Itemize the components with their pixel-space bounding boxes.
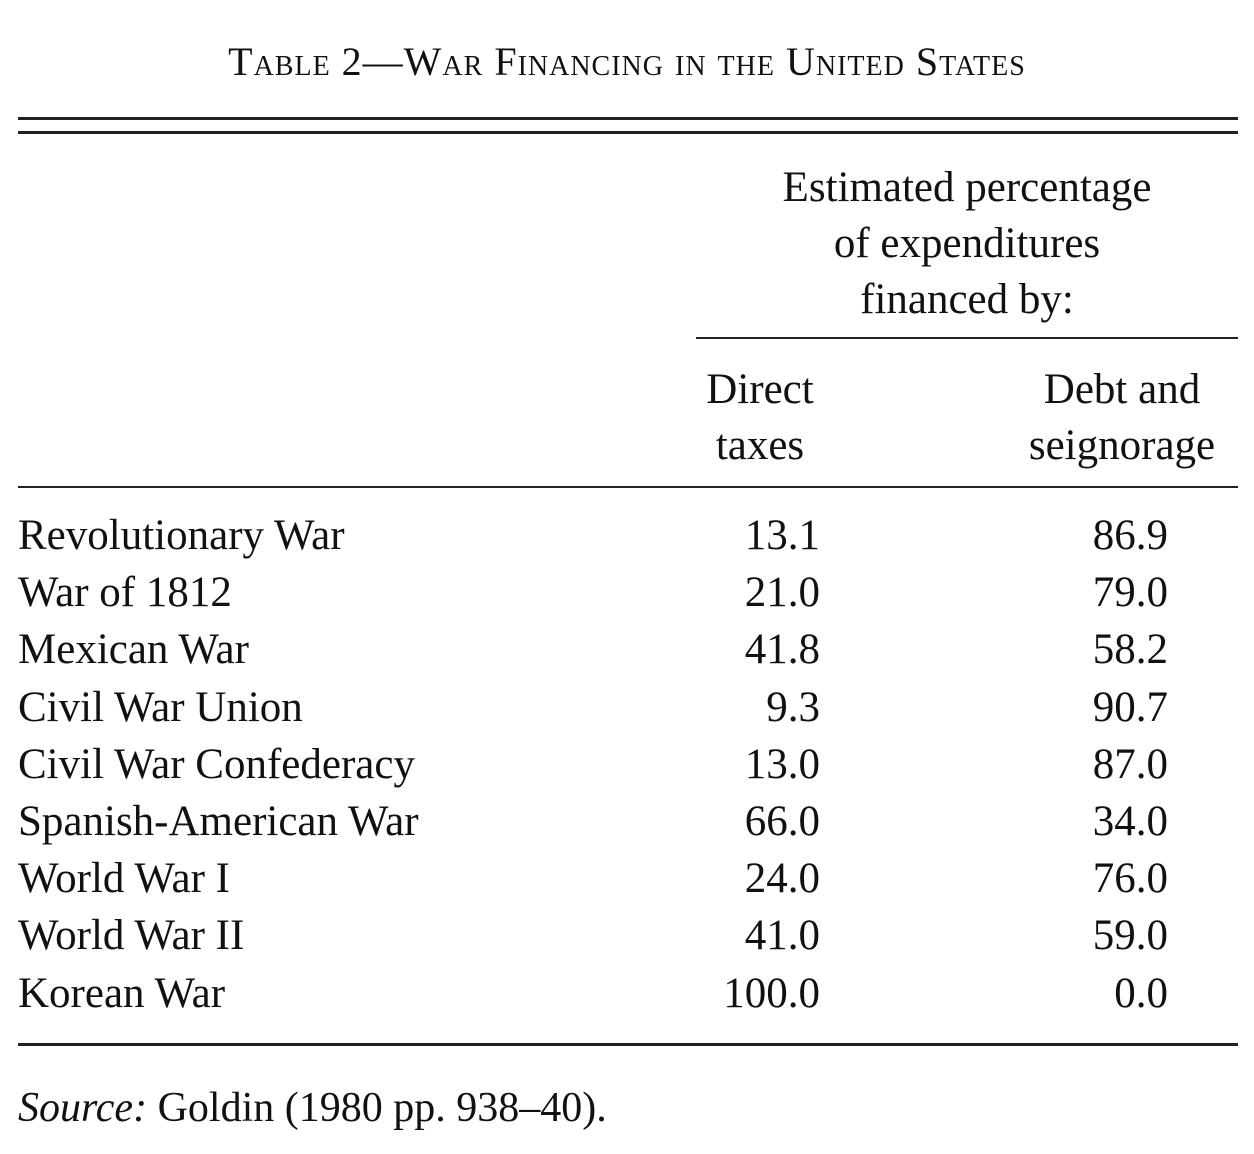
debt-seignorage-value: 0.0 [1114,969,1168,1017]
row-label: War of 1812 [18,569,232,617]
source-note: Source: Goldin (1980 pp. 938–40). [18,1080,607,1136]
bottom-rule [18,1043,1238,1046]
direct-taxes-value: 100.0 [723,969,820,1017]
table-title: Table 2—War Financing in the United Stat… [228,39,1026,84]
row-label: Spanish-American War [18,797,419,845]
table-row: Spanish-American War 66.0 34.0 [18,793,1238,850]
group-header-line: Estimated percentage [782,164,1152,211]
table-row: Mexican War 41.8 58.2 [18,621,1238,678]
debt-seignorage-value: 79.0 [1092,569,1168,617]
table-row: War of 1812 21.0 79.0 [18,564,1238,621]
table-row: Civil War Union 9.3 90.7 [18,679,1238,736]
row-label: Mexican War [18,626,249,674]
direct-taxes-value: 9.3 [766,683,820,731]
column-header-line: Debt and [1043,366,1201,413]
row-label: Civil War Confederacy [18,740,415,788]
table-row: World War II 41.0 59.0 [18,907,1238,964]
direct-taxes-value: 41.8 [744,626,820,674]
direct-taxes-value: 66.0 [744,797,820,845]
top-rule-upper [18,117,1238,120]
group-header-line: financed by: [860,276,1074,323]
direct-taxes-value: 24.0 [744,855,820,903]
direct-taxes-value: 13.0 [744,740,820,788]
column-header-direct-taxes: Direct taxes [680,362,840,474]
row-label: Civil War Union [18,683,303,731]
table-row: Korean War 100.0 0.0 [18,965,1238,1022]
direct-taxes-value: 13.1 [744,512,820,559]
debt-seignorage-value: 86.9 [1092,512,1168,559]
column-header-line: seignorage [1028,422,1216,469]
table-body: Revolutionary War 13.1 86.9 War of 1812 … [18,507,1238,1022]
table-row: Revolutionary War 13.1 86.9 [18,507,1238,564]
debt-seignorage-value: 59.0 [1092,912,1168,960]
row-label: Revolutionary War [18,512,345,559]
debt-seignorage-value: 34.0 [1092,797,1168,845]
row-label: World War I [18,855,230,903]
table-row: Civil War Confederacy 13.0 87.0 [18,736,1238,793]
debt-seignorage-value: 87.0 [1092,740,1168,788]
table-row: World War I 24.0 76.0 [18,850,1238,907]
group-column-header: Estimated percentage of expenditures fin… [696,160,1238,328]
group-header-rule [696,337,1238,339]
header-body-rule [18,486,1238,488]
direct-taxes-value: 21.0 [744,569,820,617]
direct-taxes-value: 41.0 [744,912,820,960]
source-text: Goldin (1980 pp. 938–40). [147,1085,607,1131]
debt-seignorage-value: 76.0 [1092,855,1168,903]
column-header-line: taxes [715,422,805,469]
column-header-debt-and-seignorage: Debt and seignorage [1000,362,1244,474]
debt-seignorage-value: 58.2 [1092,626,1168,674]
top-rule-lower [18,131,1238,134]
group-header-line: of expenditures [833,220,1101,267]
source-label: Source: [18,1085,148,1131]
row-label: Korean War [18,969,226,1017]
row-label: World War II [18,912,245,960]
debt-seignorage-value: 90.7 [1092,683,1168,731]
column-header-line: Direct [706,366,814,413]
